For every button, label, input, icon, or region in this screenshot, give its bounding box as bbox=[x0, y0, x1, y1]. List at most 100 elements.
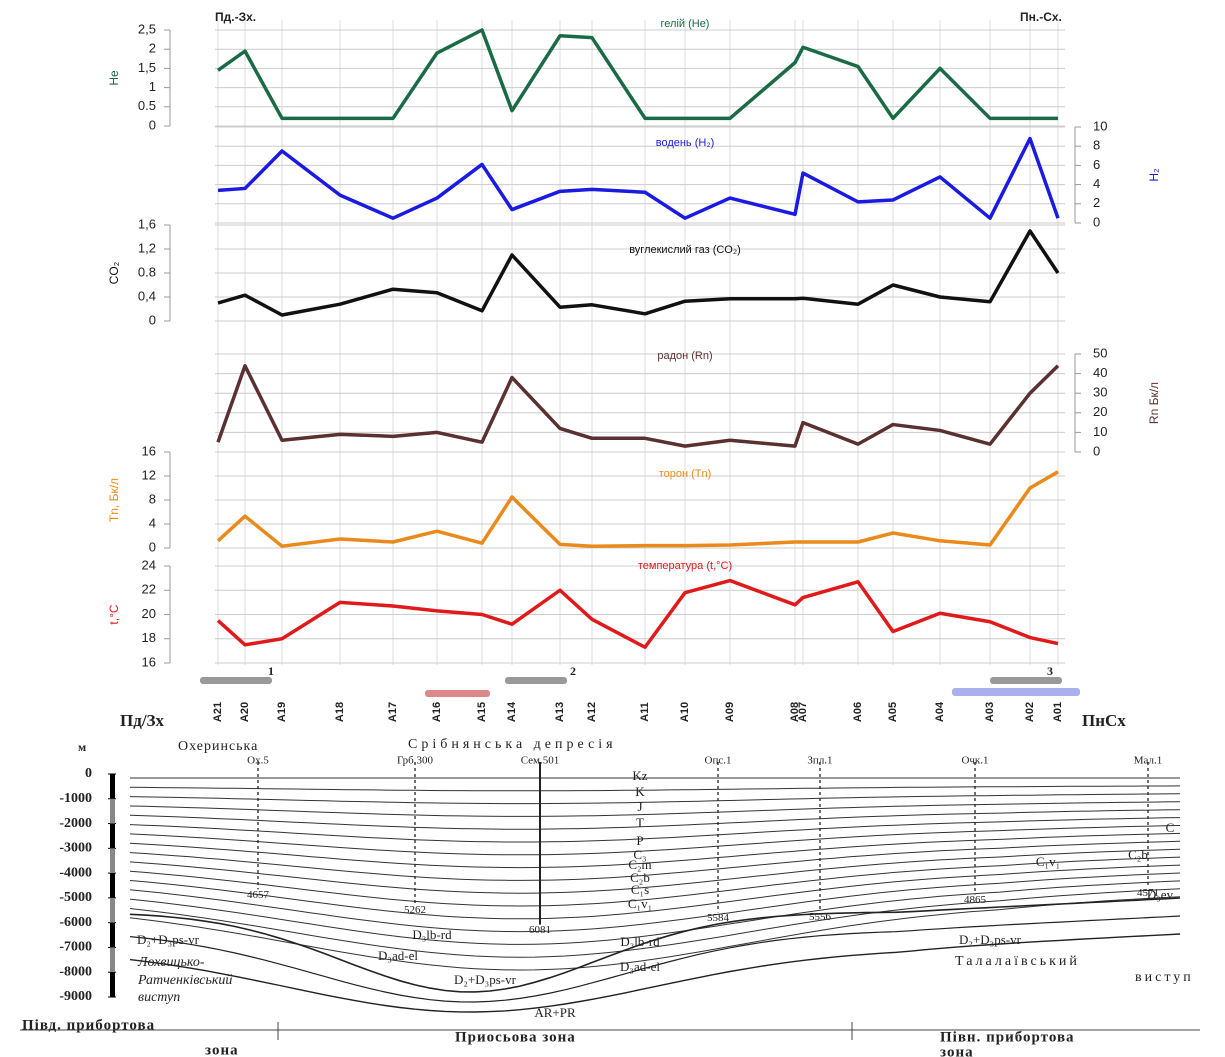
y-tick-label: 22 bbox=[142, 582, 156, 597]
depth-tick-label: 0 bbox=[85, 766, 92, 781]
well-name: Очк.1 bbox=[961, 755, 988, 767]
y-axis-label: CO₂ bbox=[107, 261, 121, 284]
depth-tick-label: -5000 bbox=[59, 890, 92, 905]
panel-title: водень (H₂) bbox=[656, 137, 715, 149]
x-tick-label: A16 bbox=[431, 702, 443, 722]
x-tick-label: A13 bbox=[554, 702, 566, 722]
x-tick-label: A21 bbox=[212, 702, 224, 722]
area-label: Талалаївський bbox=[955, 954, 1080, 969]
area-label: Лохвицько- bbox=[137, 955, 205, 970]
y-axis-label: He bbox=[107, 70, 121, 86]
y-tick-label: 16 bbox=[142, 654, 156, 669]
depth-unit: м bbox=[78, 740, 86, 754]
x-tick-label: A03 bbox=[984, 702, 996, 722]
depth-tick-label: -3000 bbox=[59, 841, 92, 856]
depth-bar bbox=[110, 774, 115, 799]
stratum-label: K bbox=[635, 784, 645, 799]
depth-tick-label: -7000 bbox=[59, 940, 92, 955]
y-tick-label: 0 bbox=[1093, 443, 1100, 458]
area-label: Охеринська bbox=[178, 739, 258, 754]
zone-number: 3 bbox=[1047, 664, 1053, 678]
profile-end: ПнСх bbox=[1082, 711, 1126, 730]
figure: Пд.-Зх. Пн.-Сх. Пд/Зх ПнСх 1 2 3 м Охери… bbox=[0, 0, 1225, 1057]
zone-bar bbox=[505, 677, 567, 684]
y-tick-label: 50 bbox=[1093, 345, 1107, 360]
y-tick-label: 0,4 bbox=[138, 288, 156, 303]
y-tick-label: 10 bbox=[1093, 424, 1107, 439]
depth-bar bbox=[110, 848, 115, 873]
y-tick-label: 10 bbox=[1093, 118, 1107, 133]
y-tick-label: 1,2 bbox=[138, 240, 156, 255]
y-tick-label: 40 bbox=[1093, 365, 1107, 380]
stratum-label: AR+PR bbox=[534, 1005, 576, 1020]
x-tick-label: A19 bbox=[276, 702, 288, 722]
depth-tick-label: -1000 bbox=[59, 791, 92, 806]
well-name: Сем.501 bbox=[521, 755, 560, 767]
zone-label: Півн. прибортова bbox=[940, 1029, 1075, 1045]
y-tick-label: 1,5 bbox=[138, 60, 156, 75]
y-tick-label: 4 bbox=[1093, 176, 1100, 191]
well-name: Ох.5 bbox=[247, 755, 269, 767]
panel-title: радон (Rn) bbox=[657, 350, 712, 362]
x-tick-label: A11 bbox=[639, 702, 651, 722]
x-tick-label: A12 bbox=[586, 702, 598, 722]
zone-number: 2 bbox=[570, 664, 576, 678]
x-tick-label: A09 bbox=[724, 702, 736, 722]
y-tick-label: 2,5 bbox=[138, 21, 156, 36]
area-label: виступ bbox=[138, 990, 180, 1005]
x-tick-label: A06 bbox=[852, 702, 864, 722]
well-name: Мал.1 bbox=[1134, 755, 1163, 767]
well-depth: 4657 bbox=[247, 889, 270, 901]
y-tick-label: 2 bbox=[149, 41, 156, 56]
panel-title: вуглекислий газ (CO₂) bbox=[629, 244, 741, 256]
x-tick-label: A14 bbox=[506, 701, 518, 722]
depth-bar bbox=[110, 799, 115, 824]
y-axis-label: Tn, Бк/л bbox=[107, 478, 121, 522]
y-tick-label: 24 bbox=[142, 557, 156, 572]
well-name: Грб.300 bbox=[397, 755, 434, 767]
stratum-label: D₂+D₃ps-vr bbox=[137, 932, 200, 947]
well-depth: 5556 bbox=[809, 911, 832, 923]
x-tick-label: A15 bbox=[476, 702, 488, 722]
y-tick-label: 12 bbox=[142, 467, 156, 482]
area-label: Срібнянська депресія bbox=[408, 737, 617, 752]
y-axis-label: H₂ bbox=[1147, 168, 1161, 182]
depth-tick-label: -4000 bbox=[59, 865, 92, 880]
y-tick-label: 2 bbox=[1093, 195, 1100, 210]
panel-title: температура (t,°C) bbox=[638, 560, 732, 572]
profile-end: Пд/Зх bbox=[120, 711, 165, 730]
area-label: виступ bbox=[1135, 970, 1194, 985]
y-tick-label: 8 bbox=[149, 491, 156, 506]
y-tick-label: 4 bbox=[149, 515, 156, 530]
x-tick-label: A17 bbox=[387, 702, 399, 722]
y-tick-label: 0 bbox=[149, 117, 156, 132]
area-label: Ратченківський bbox=[137, 973, 232, 988]
well-depth: 6081 bbox=[529, 924, 551, 936]
y-tick-label: 6 bbox=[1093, 157, 1100, 172]
stratum-label: C bbox=[1166, 820, 1175, 835]
well-name: Опс.1 bbox=[705, 755, 732, 767]
depth-bar bbox=[110, 898, 115, 923]
zone-bar bbox=[425, 690, 490, 697]
depth-bar bbox=[110, 972, 115, 997]
stratum-label: C₁v₁ bbox=[1036, 854, 1060, 869]
stratum-label: P bbox=[636, 833, 643, 848]
depth-bar bbox=[110, 873, 115, 898]
x-tick-label: A20 bbox=[239, 702, 251, 722]
depth-bar bbox=[110, 824, 115, 849]
stratum-label: D₂+D₃ps-vr bbox=[454, 972, 517, 987]
background bbox=[0, 0, 1225, 1057]
y-tick-label: 0.5 bbox=[138, 98, 156, 113]
depth-bar bbox=[110, 923, 115, 948]
stratum-label: C₁v₁ bbox=[628, 896, 652, 911]
depth-tick-label: -6000 bbox=[59, 915, 92, 930]
depth-bar bbox=[110, 947, 115, 972]
well-depth: 4865 bbox=[964, 894, 987, 906]
x-tick-label: A18 bbox=[334, 702, 346, 722]
corner-label: Пд.-Зх. bbox=[215, 10, 256, 24]
stratum-label: D₃lb-rd bbox=[412, 927, 452, 942]
panel-title: торон (Tn) bbox=[659, 468, 712, 480]
y-tick-label: 0 bbox=[1093, 214, 1100, 229]
stratum-label: C₁s bbox=[631, 882, 649, 897]
corner-label: Пн.-Сх. bbox=[1020, 10, 1062, 24]
